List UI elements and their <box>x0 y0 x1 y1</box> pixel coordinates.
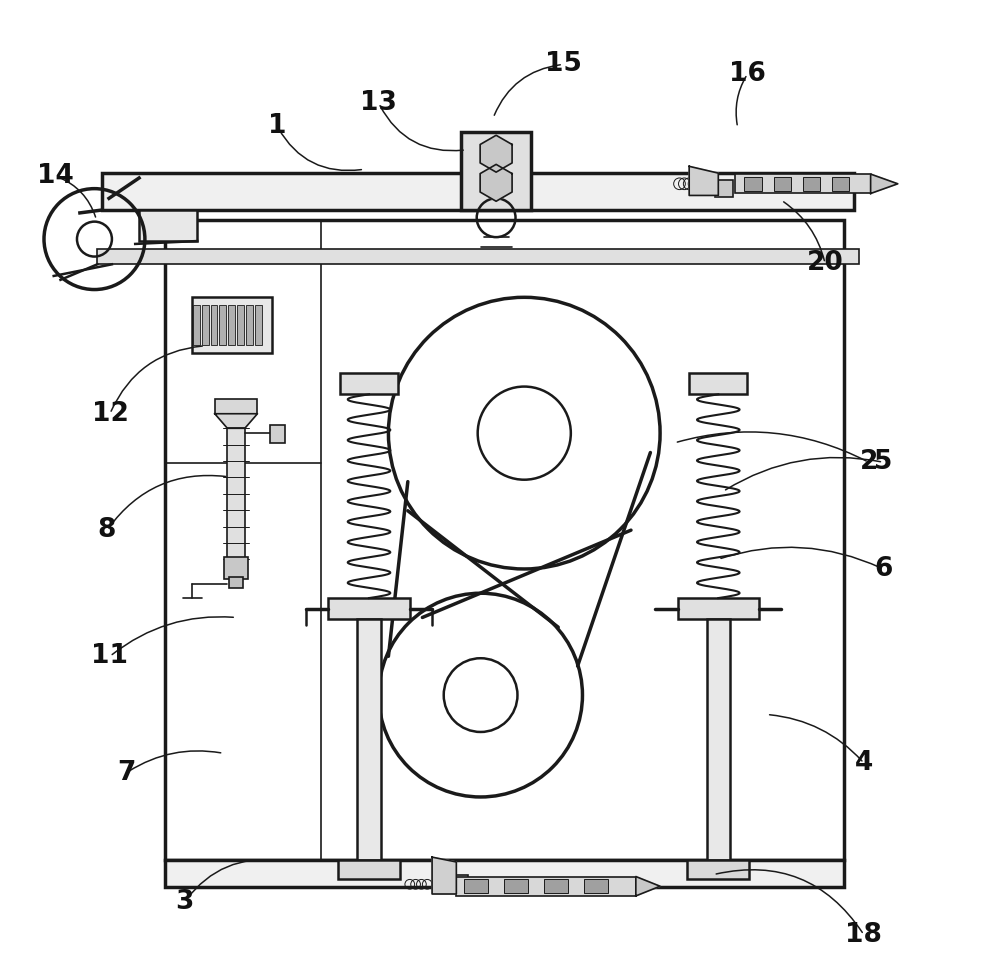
Bar <box>192 298 272 352</box>
Bar <box>461 132 531 210</box>
Bar <box>202 306 209 344</box>
Bar <box>774 177 791 191</box>
Bar <box>270 425 285 443</box>
Bar <box>211 306 217 344</box>
Bar <box>707 620 730 860</box>
Bar <box>735 174 871 194</box>
Text: 1: 1 <box>268 113 286 138</box>
Bar <box>193 306 200 344</box>
Text: 12: 12 <box>92 401 128 427</box>
Bar <box>139 210 197 241</box>
Text: 14: 14 <box>37 163 74 189</box>
Bar <box>340 373 398 394</box>
Bar <box>97 249 859 265</box>
Bar <box>102 173 854 210</box>
Text: 13: 13 <box>360 90 397 116</box>
Bar <box>246 306 253 344</box>
Bar <box>584 880 608 893</box>
Text: 8: 8 <box>98 518 116 543</box>
Text: 3: 3 <box>175 888 194 915</box>
Bar <box>215 399 257 414</box>
Polygon shape <box>432 857 456 894</box>
Text: 11: 11 <box>91 643 128 669</box>
Bar <box>744 177 762 191</box>
Bar <box>255 306 262 344</box>
Bar <box>357 620 381 860</box>
Text: 5: 5 <box>874 450 892 475</box>
Polygon shape <box>215 414 257 428</box>
Text: 18: 18 <box>845 921 882 948</box>
Text: 2: 2 <box>859 450 878 475</box>
Bar <box>678 598 759 620</box>
Bar <box>832 177 849 191</box>
Text: 20: 20 <box>807 250 843 276</box>
Bar <box>715 180 733 198</box>
Bar <box>165 860 844 887</box>
Bar <box>687 860 749 880</box>
Bar <box>237 306 244 344</box>
Bar <box>165 220 844 860</box>
Bar <box>219 306 226 344</box>
Polygon shape <box>871 174 898 194</box>
Bar <box>328 598 410 620</box>
Bar <box>464 880 488 893</box>
Bar <box>456 877 636 896</box>
Text: 6: 6 <box>874 556 892 582</box>
Bar <box>227 428 245 559</box>
Bar <box>338 860 400 880</box>
Bar <box>229 577 243 589</box>
Bar <box>544 880 568 893</box>
Polygon shape <box>689 166 718 196</box>
Polygon shape <box>480 164 512 201</box>
Text: 16: 16 <box>729 61 766 88</box>
Polygon shape <box>480 135 512 172</box>
Bar <box>228 306 235 344</box>
Bar <box>689 373 747 394</box>
Bar <box>451 875 468 891</box>
Bar <box>803 177 820 191</box>
Text: 15: 15 <box>545 52 582 78</box>
Bar <box>224 558 248 579</box>
Polygon shape <box>636 877 660 896</box>
Text: 7: 7 <box>117 760 136 786</box>
Text: 4: 4 <box>855 750 873 776</box>
Bar <box>504 880 528 893</box>
